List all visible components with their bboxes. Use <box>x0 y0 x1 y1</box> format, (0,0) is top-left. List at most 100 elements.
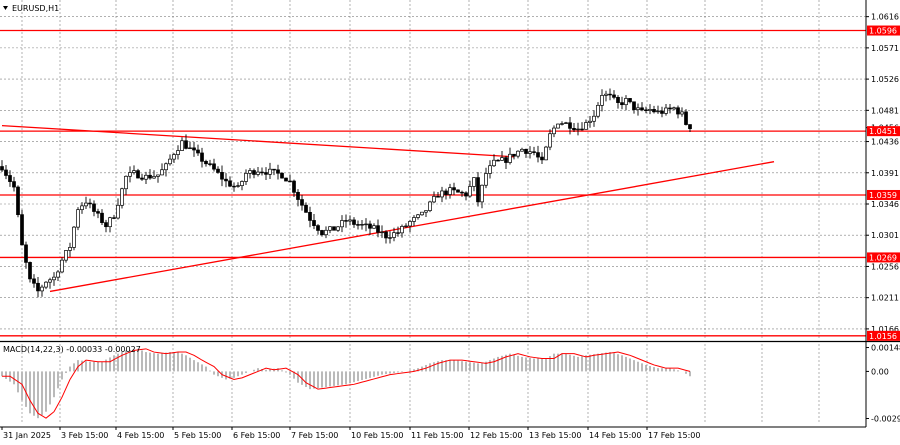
candle <box>444 188 448 200</box>
candle <box>212 158 216 172</box>
candle <box>636 103 640 116</box>
candle <box>596 102 600 119</box>
candle-body <box>588 120 592 123</box>
candle <box>380 225 384 238</box>
macd-tick-label: -0.00292 <box>871 414 900 423</box>
candle-body <box>528 151 532 154</box>
candle <box>184 134 188 150</box>
candle-body <box>632 101 636 111</box>
candle-body <box>180 140 184 151</box>
candle-body <box>584 122 588 130</box>
candle <box>300 194 304 211</box>
candle-body <box>108 217 112 228</box>
trendline[interactable] <box>49 161 775 293</box>
candle-body <box>320 230 324 236</box>
candle <box>512 153 516 160</box>
candle-body <box>508 153 512 163</box>
candle <box>160 163 164 176</box>
candle <box>436 192 440 198</box>
candle-body <box>432 196 436 203</box>
candle-body <box>124 175 128 190</box>
candle <box>24 241 28 269</box>
candle <box>656 105 660 114</box>
candle <box>600 89 604 112</box>
candle-body <box>680 111 684 115</box>
candle-body <box>120 188 124 206</box>
candle-body <box>604 93 608 96</box>
candle-body <box>212 163 216 170</box>
candle-body <box>216 168 220 173</box>
candle-body <box>660 110 664 114</box>
candle-body <box>44 281 48 288</box>
candle-body <box>556 123 560 129</box>
candle <box>244 169 248 185</box>
candle <box>112 214 116 220</box>
candle-body <box>616 96 620 103</box>
candle <box>664 104 668 116</box>
candle-body <box>452 187 456 191</box>
candle-body <box>32 278 36 284</box>
candle <box>64 250 68 263</box>
candle-body <box>540 156 544 161</box>
candle <box>248 168 252 179</box>
level-price-tag-bg <box>867 252 900 263</box>
candle <box>252 168 256 179</box>
candle <box>628 98 632 104</box>
candle <box>296 189 300 207</box>
candle <box>52 272 56 286</box>
trendline[interactable] <box>1 124 515 158</box>
candle <box>260 167 264 176</box>
candle <box>156 174 160 183</box>
candle-body <box>648 109 652 111</box>
candle-body <box>500 157 504 161</box>
candle <box>284 177 288 182</box>
candle <box>612 90 616 100</box>
candle <box>256 167 260 177</box>
candle <box>20 209 24 246</box>
candle <box>464 191 468 201</box>
candle-body <box>272 168 276 171</box>
candle-body <box>372 225 376 229</box>
candle <box>272 168 276 176</box>
macd-histogram <box>1 348 691 419</box>
candle-body <box>176 150 180 155</box>
candle <box>104 219 108 233</box>
candle <box>32 274 36 288</box>
candle <box>188 141 192 150</box>
candle <box>16 185 20 218</box>
candle-body <box>280 172 284 179</box>
candle <box>440 186 444 203</box>
candle <box>548 129 552 151</box>
candle-body <box>464 192 468 197</box>
x-tick-label: 12 Feb 15:00 <box>470 431 522 440</box>
candle <box>28 261 32 283</box>
candle <box>524 148 528 158</box>
candle-body <box>232 185 236 188</box>
candle-body <box>332 226 336 231</box>
candle <box>128 166 132 183</box>
candle <box>80 202 84 214</box>
chevron-down-icon[interactable] <box>3 6 8 10</box>
candle <box>468 180 472 198</box>
price-labels: 1.0596 1.0451 1.0359 1.0269 1.0156 <box>867 25 900 341</box>
candle-body <box>144 174 148 180</box>
candle <box>304 202 308 213</box>
candle-body <box>348 219 352 222</box>
level-price-tag-text: 1.0596 <box>869 27 897 36</box>
candle <box>308 206 312 228</box>
candle-body <box>288 180 292 183</box>
y-tick-label: 1.0436 <box>871 138 899 147</box>
candle-body <box>168 158 172 165</box>
candle-body <box>548 133 552 148</box>
candle-body <box>468 186 472 197</box>
candle-body <box>668 107 672 110</box>
candle <box>172 153 176 164</box>
level-price-tag: 1.0156 <box>867 330 900 341</box>
symbol-label: EURUSD,H1 <box>12 4 59 13</box>
x-tick-label: 6 Feb 15:00 <box>233 431 280 440</box>
candle-body <box>624 98 628 106</box>
y-tick-label: 1.0256 <box>871 262 899 271</box>
candle-body <box>276 169 280 174</box>
candle-body <box>552 127 556 135</box>
candle-body <box>416 214 420 218</box>
